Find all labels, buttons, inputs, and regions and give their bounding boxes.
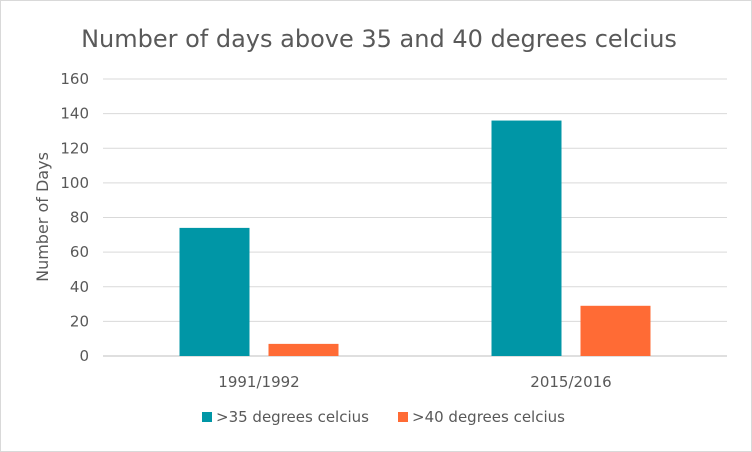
y-axis-label: Number of Days [33,152,52,282]
y-tick-label: 160 [60,70,89,88]
legend-swatch [202,412,212,422]
y-tick-label: 80 [70,209,89,227]
bar-series-1-cat-1 [580,305,651,356]
y-tick-label: 20 [70,312,89,330]
legend-swatch [398,412,408,422]
x-axis-ticks: 1991/1992 2015/2016 [218,373,611,391]
legend-label: >35 degrees celcius [216,408,369,426]
bar-series-0-cat-0 [179,227,250,356]
bar-series-1-cat-0 [268,343,339,356]
legend: >35 degrees celcius >40 degrees celcius [202,408,565,426]
x-tick-label: 1991/1992 [218,373,299,391]
bars [179,120,651,356]
legend-label: >40 degrees celcius [412,408,565,426]
x-tick-label: 2015/2016 [530,373,611,391]
y-tick-label: 0 [79,347,89,365]
y-axis-ticks: 0 20 40 60 80 100 120 140 160 [60,70,89,365]
y-tick-label: 40 [70,278,89,296]
y-tick-label: 60 [70,243,89,261]
y-tick-label: 120 [60,139,89,157]
y-tick-label: 140 [60,105,89,123]
chart-title: Number of days above 35 and 40 degrees c… [81,25,677,53]
bar-series-0-cat-1 [491,120,562,356]
y-tick-label: 100 [60,174,89,192]
